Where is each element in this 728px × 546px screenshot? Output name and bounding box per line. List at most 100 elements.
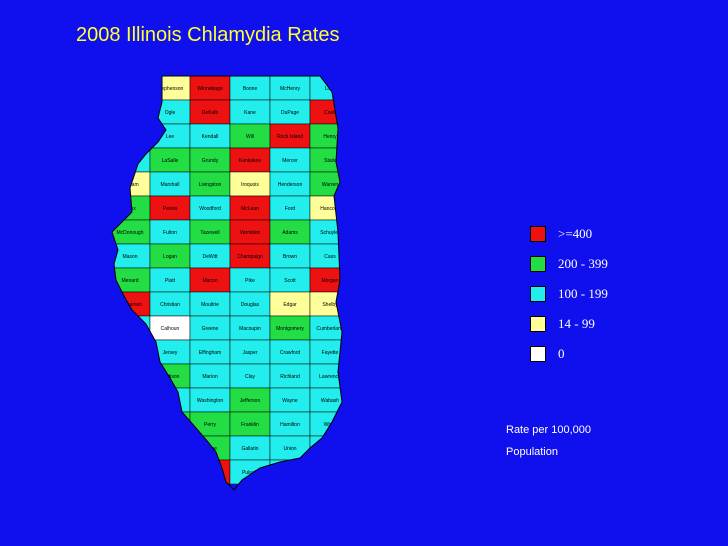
svg-text:DeKalb: DeKalb	[202, 110, 219, 116]
svg-text:Moultrie: Moultrie	[201, 302, 219, 308]
svg-text:Gallatin: Gallatin	[242, 446, 259, 452]
county-wayne: Wayne	[269, 387, 311, 413]
svg-text:Warren: Warren	[322, 182, 338, 188]
svg-text:Boone: Boone	[243, 86, 258, 92]
county-henry: Henry	[309, 123, 342, 149]
svg-text:Fulton: Fulton	[163, 230, 177, 236]
svg-text:Clay: Clay	[245, 374, 256, 380]
svg-text:Bond: Bond	[124, 374, 136, 380]
svg-text:Grundy: Grundy	[202, 158, 219, 164]
svg-text:Rock Island: Rock Island	[277, 134, 303, 140]
svg-text:Woodford: Woodford	[199, 206, 221, 212]
county-white: White	[309, 411, 342, 437]
svg-text:Hamilton: Hamilton	[280, 422, 300, 428]
legend-label: >=400	[558, 226, 593, 241]
county-champaign: Champaign	[229, 243, 271, 269]
svg-text:Macoupin: Macoupin	[239, 326, 261, 332]
svg-text:Stark: Stark	[324, 158, 336, 164]
svg-text:Kane: Kane	[244, 110, 256, 116]
county-brown: Brown	[269, 243, 311, 269]
county-livingston: Livingston	[189, 171, 231, 197]
county-randolph: Randolph	[149, 411, 191, 437]
svg-text:Mercer: Mercer	[282, 158, 298, 164]
svg-text:Henry: Henry	[323, 134, 337, 140]
county-union: Union	[269, 435, 311, 461]
county-marion: Marion	[189, 363, 231, 389]
county-schuyler: Schuyler	[309, 219, 342, 245]
legend-item-low: 14 - 99	[530, 316, 650, 332]
svg-text:Fayette: Fayette	[322, 350, 339, 356]
legend-swatch	[530, 346, 546, 362]
svg-text:Williamson: Williamson	[158, 446, 182, 452]
legend-item-high: >=400	[530, 226, 650, 242]
svg-text:Franklin: Franklin	[241, 422, 259, 428]
county-rock-island: Rock Island	[269, 123, 311, 149]
legend-swatch	[530, 286, 546, 302]
svg-text:Jefferson: Jefferson	[240, 398, 261, 404]
county-morgan: Morgan	[309, 267, 342, 293]
county-warren: Warren	[309, 171, 342, 197]
county-crawford: Crawford	[269, 339, 311, 365]
county-peoria: Peoria	[149, 195, 191, 221]
svg-text:Cass: Cass	[324, 254, 336, 260]
legend-swatch	[530, 316, 546, 332]
svg-text:LaSalle: LaSalle	[162, 158, 179, 164]
legend-item-zero: 0	[530, 346, 650, 362]
rate-note-line2: Population	[506, 446, 558, 458]
svg-text:Carroll: Carroll	[123, 110, 138, 116]
county-will: Will	[229, 123, 271, 149]
svg-text:Marion: Marion	[202, 374, 218, 380]
county-edgar: Edgar	[269, 291, 311, 317]
svg-text:Vermilion: Vermilion	[240, 230, 261, 236]
county-kane: Kane	[229, 99, 271, 125]
county-greene: Greene	[189, 315, 231, 341]
svg-text:Massac: Massac	[281, 470, 299, 476]
illinois-county-map: Jo Daviess Stephenson Winnebago Boone McHenr…	[111, 75, 343, 491]
legend-item-middle: 100 - 199	[530, 286, 650, 302]
svg-text:Macon: Macon	[202, 278, 217, 284]
county-kankakee: Kankakee	[229, 147, 271, 173]
county-sangamon: Sangamon	[112, 291, 151, 317]
county-madison: Madison	[149, 363, 191, 389]
county-macon: Macon	[189, 267, 231, 293]
svg-text:Jo Daviess: Jo Daviess	[118, 86, 143, 92]
svg-text:Washington: Washington	[197, 398, 223, 404]
county-pope: Pope	[112, 459, 151, 485]
svg-text:Calhoun: Calhoun	[161, 326, 180, 332]
svg-text:Coles: Coles	[124, 326, 137, 332]
svg-text:Mason: Mason	[122, 254, 137, 260]
svg-text:Brown: Brown	[283, 254, 297, 260]
svg-text:McLean: McLean	[241, 206, 259, 212]
svg-text:Tazewell: Tazewell	[200, 230, 219, 236]
svg-text:Lee: Lee	[166, 134, 175, 140]
county-franklin: Franklin	[229, 411, 271, 437]
county-mason: Mason	[112, 243, 151, 269]
svg-text:Henderson: Henderson	[278, 182, 303, 188]
svg-text:Jackson: Jackson	[121, 446, 140, 452]
county-ford: Ford	[269, 195, 311, 221]
county-logan: Logan	[149, 243, 191, 269]
legend-label: 100 - 199	[558, 286, 608, 301]
svg-text:Christian: Christian	[160, 302, 180, 308]
svg-text:DeWitt: DeWitt	[203, 254, 219, 260]
map-title: 2008 Illinois Chlamydia Rates	[76, 24, 340, 46]
county-effingham: Effingham	[189, 339, 231, 365]
svg-text:Effingham: Effingham	[199, 350, 221, 356]
svg-text:Madison: Madison	[161, 374, 180, 380]
county-winnebago: Winnebago	[189, 76, 231, 101]
svg-text:Champaign: Champaign	[237, 254, 263, 260]
svg-text:Jasper: Jasper	[242, 350, 257, 356]
county-douglas: Douglas	[229, 291, 271, 317]
svg-text:Iroquois: Iroquois	[241, 182, 259, 188]
svg-text:Ford: Ford	[285, 206, 296, 212]
county-jackson: Jackson	[112, 435, 151, 461]
county-knox: Knox	[112, 195, 151, 221]
svg-text:St. Clair: St. Clair	[121, 398, 139, 404]
county-shelby: Shelby	[309, 291, 342, 317]
county-bond: Bond	[112, 363, 151, 389]
svg-text:Piatt: Piatt	[165, 278, 176, 284]
county-carroll: Carroll	[112, 99, 151, 125]
legend-label: 200 - 399	[558, 256, 608, 271]
svg-text:Greene: Greene	[202, 326, 219, 332]
county-ogle: Ogle	[149, 99, 191, 125]
